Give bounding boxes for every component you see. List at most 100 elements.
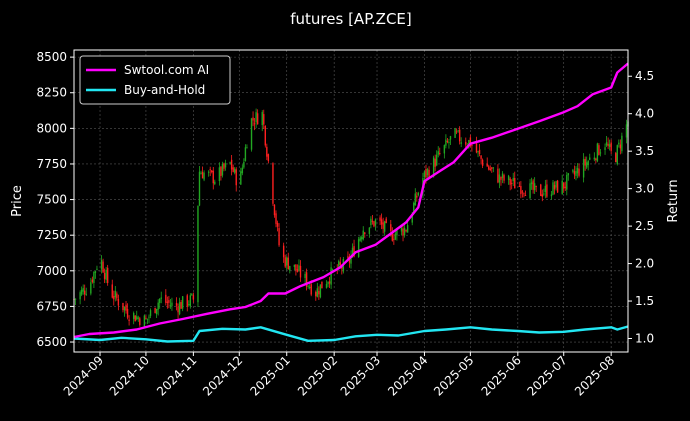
candle-body: [244, 147, 247, 161]
y-left-tick-label: 7000: [36, 264, 67, 278]
candle-body: [434, 158, 436, 167]
candle-body: [465, 141, 467, 145]
candle-body: [218, 167, 221, 182]
legend: Swtool.com AI Buy-and-Hold: [79, 55, 231, 105]
candle-body: [552, 182, 554, 195]
plot-frame: [73, 49, 629, 353]
candle-body: [582, 159, 585, 178]
y-right-tick-label: 1.5: [635, 294, 654, 308]
candle-body: [296, 269, 299, 272]
candle-body: [330, 267, 332, 285]
candle-body: [105, 269, 107, 280]
candle-body: [338, 261, 340, 267]
candle-body: [615, 153, 617, 163]
candle-body: [391, 232, 394, 241]
candle-body: [298, 265, 300, 271]
candle-body: [178, 302, 181, 315]
candle-body: [79, 292, 81, 300]
candle-body: [143, 315, 146, 327]
candle-body: [91, 279, 94, 283]
candle-body: [524, 194, 527, 196]
candle-body: [436, 154, 438, 166]
candle-body: [189, 295, 192, 306]
candle-body: [169, 305, 172, 307]
candle-body: [400, 227, 403, 232]
y-right-tick-label: 2.0: [635, 257, 654, 271]
candle-body: [175, 302, 178, 306]
candle-body: [521, 191, 524, 193]
candle-body: [596, 143, 599, 162]
candle-body: [572, 169, 574, 172]
candle-body: [469, 137, 472, 147]
candle-body: [125, 304, 127, 311]
candle-body: [371, 220, 374, 222]
candle-body: [616, 145, 618, 165]
candle-body: [357, 239, 360, 257]
candle-body: [201, 171, 204, 179]
candle-body: [136, 316, 138, 320]
candle-body: [368, 227, 371, 234]
candle-body: [471, 144, 473, 146]
candle-body: [106, 267, 109, 283]
candle-body: [553, 185, 556, 190]
candle-body: [477, 151, 479, 153]
candle-body: [593, 157, 596, 160]
candle-body: [132, 312, 135, 319]
candle-body: [439, 153, 441, 155]
candle-body: [134, 315, 136, 322]
candle-body: [299, 265, 302, 278]
candle-body: [286, 257, 288, 266]
candle-body: [448, 142, 450, 144]
candle-body: [618, 142, 620, 145]
candle-body: [390, 224, 392, 231]
candle-body: [385, 218, 387, 223]
buy-and-hold-line: [73, 325, 629, 343]
candle-body: [263, 114, 265, 125]
candle-body: [160, 297, 162, 299]
candle-body: [166, 301, 169, 303]
candle-body: [272, 163, 274, 204]
candle-body: [364, 232, 366, 235]
candle-body: [512, 178, 514, 182]
candle-body: [488, 166, 490, 170]
candle-body: [500, 176, 502, 180]
candle-body: [103, 272, 106, 279]
candle-body: [266, 146, 268, 157]
candle-body: [361, 237, 363, 240]
candle-body: [556, 180, 559, 193]
candle-body: [362, 230, 364, 240]
candle-body: [530, 182, 533, 185]
candle-body: [180, 301, 182, 309]
candle-body: [282, 245, 285, 258]
candle-body: [423, 171, 426, 177]
candle-body: [543, 193, 545, 195]
candle-body: [428, 169, 430, 178]
y-axis-right-label: Return: [666, 179, 681, 222]
y-axis-left-label: Price: [10, 185, 25, 217]
y-left-tick-label: 7500: [36, 193, 67, 207]
candle-body: [232, 167, 234, 172]
candle-body: [587, 160, 589, 166]
y-right-tick-label: 2.5: [635, 219, 654, 233]
candle-body: [406, 225, 409, 233]
candle-body: [544, 185, 547, 193]
candle-body: [223, 163, 225, 169]
candle-body: [325, 283, 328, 288]
candle-body: [220, 166, 222, 177]
candle-body: [529, 183, 531, 199]
y-right-tick-label: 3.0: [635, 182, 654, 196]
candle-body: [240, 171, 242, 185]
candle-body: [267, 154, 270, 162]
candle-body: [566, 175, 568, 190]
candle-body: [417, 192, 420, 196]
y-left-tick-label: 6750: [36, 299, 67, 313]
candle-body: [207, 171, 210, 173]
candle-body: [457, 130, 459, 132]
candle-body: [284, 257, 286, 267]
candle-body: [426, 169, 429, 176]
candle-body: [186, 295, 188, 307]
y-left-tick-label: 7750: [36, 157, 67, 171]
candle-body: [514, 178, 516, 189]
candle-body: [510, 182, 513, 184]
